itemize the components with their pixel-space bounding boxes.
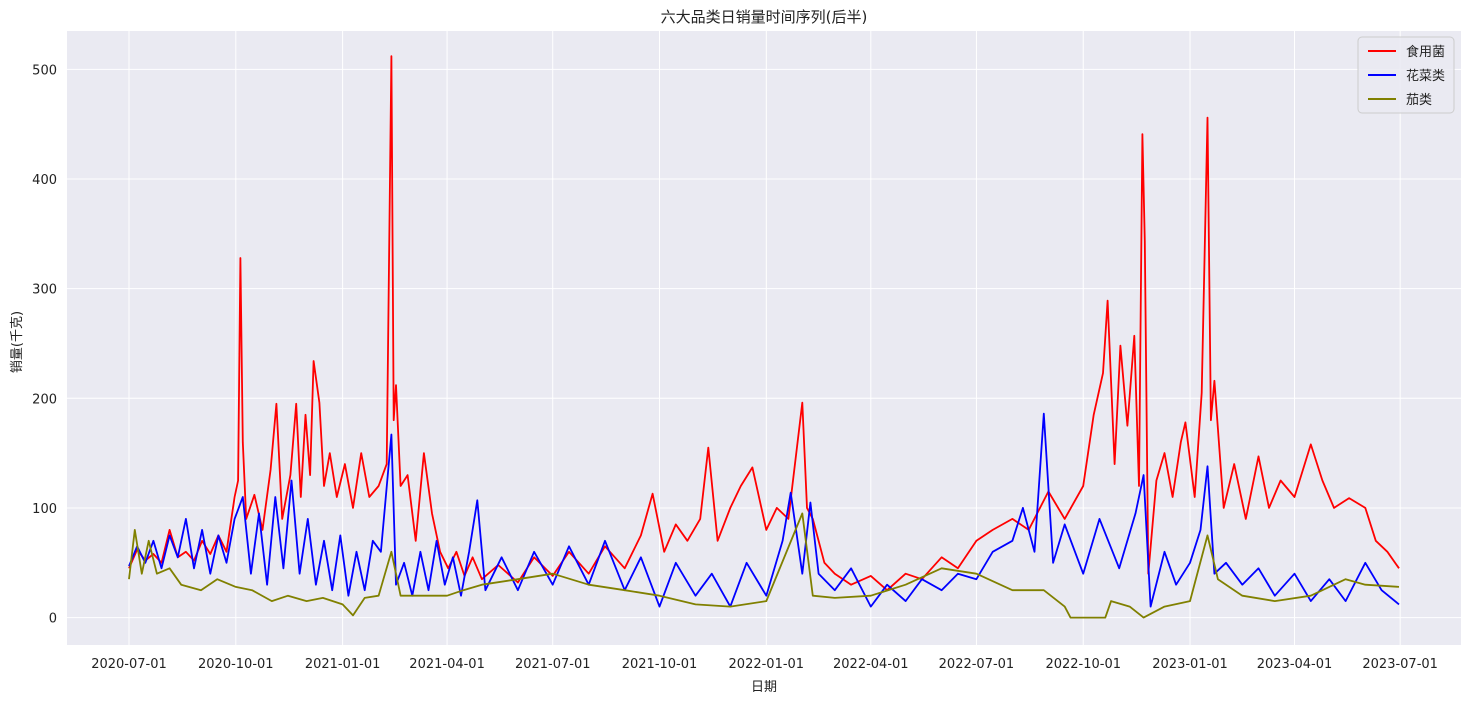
series-line-0 (128, 55, 1400, 592)
x-tick-label: 2021-01-01 (305, 657, 381, 672)
plot-background (67, 31, 1461, 645)
x-tick-label: 2022-04-01 (833, 657, 909, 672)
x-tick-label: 2023-01-01 (1152, 657, 1228, 672)
x-tick-label: 2021-10-01 (622, 657, 698, 672)
x-tick-label: 2022-10-01 (1045, 657, 1121, 672)
grid-lines (67, 31, 1461, 645)
y-tick-label: 100 (32, 502, 57, 517)
y-axis-label: 销量(千克) (10, 311, 25, 373)
x-axis-ticks: 2020-07-01 2020-10-01 2021-01-01 2021-04-01… (91, 657, 1438, 672)
y-tick-label: 200 (32, 392, 57, 407)
y-axis-ticks: 0 100 200 300 400 500 (32, 63, 57, 626)
y-tick-label: 300 (32, 283, 57, 298)
y-tick-label: 400 (32, 173, 57, 188)
x-axis-label: 日期 (751, 680, 777, 695)
x-tick-label: 2021-07-01 (515, 657, 591, 672)
legend-label: 花菜类 (1406, 68, 1445, 84)
x-tick-label: 2023-04-01 (1257, 657, 1333, 672)
series-line-2 (128, 512, 1400, 619)
x-tick-label: 2022-07-01 (939, 657, 1015, 672)
chart-title: 六大品类日销量时间序列(后半) (661, 8, 868, 26)
x-tick-label: 2022-01-01 (729, 657, 805, 672)
legend-label: 茄类 (1406, 93, 1432, 108)
x-tick-label: 2021-04-01 (409, 657, 485, 672)
x-tick-label: 2023-07-01 (1362, 657, 1438, 672)
x-tick-label: 2020-07-01 (91, 657, 167, 672)
legend-label: 食用菌 (1406, 44, 1445, 60)
series-group (128, 55, 1400, 619)
y-tick-label: 0 (49, 612, 57, 627)
y-tick-label: 500 (32, 63, 57, 78)
x-tick-label: 2020-10-01 (198, 657, 274, 672)
legend-box (1357, 36, 1455, 114)
